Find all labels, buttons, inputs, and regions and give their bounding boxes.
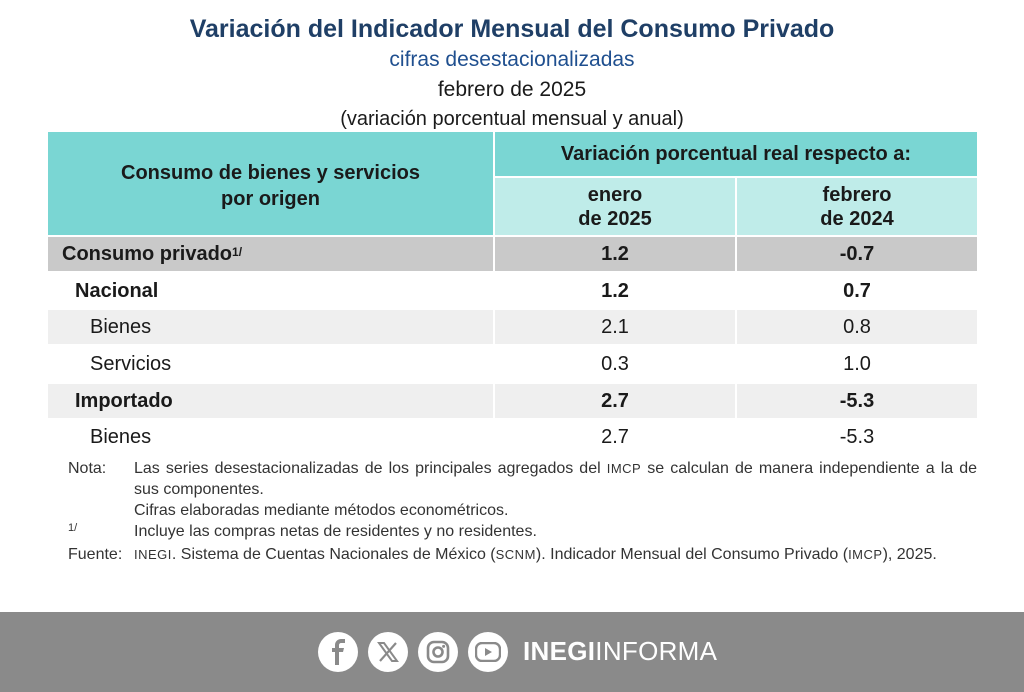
page-subtitle: cifras desestacionalizadas <box>389 48 635 71</box>
note-row: Nota: Las series desestacionalizadas de … <box>68 458 977 500</box>
column-header-month-line2: de 2025 <box>578 207 652 230</box>
note-text-b: se calculan de manera independiente a la… <box>134 460 977 498</box>
source-row: Fuente: INEGI. Sistema de Cuentas Nacion… <box>68 544 977 565</box>
note-label: Nota: <box>68 460 107 477</box>
x-icon[interactable] <box>368 632 408 672</box>
column-header-month-line1: enero <box>587 183 643 206</box>
period-label: febrero de 2025 <box>437 78 587 101</box>
source-text: INEGI. Sistema de Cuentas Nacionales de … <box>134 544 977 565</box>
row-label-text: Consumo privado <box>62 242 233 265</box>
table-row: Nacional 1.2 0.7 <box>48 274 977 308</box>
value-year: -5.3 <box>737 420 977 454</box>
table-row: Bienes 2.7 -5.3 <box>48 420 977 454</box>
row-label: Bienes <box>48 420 493 454</box>
column-header-year: febrero de 2024 <box>737 178 977 235</box>
table-row: Servicios 0.3 1.0 <box>48 347 977 381</box>
unit-note: (variación porcentual mensual y anual) <box>340 108 684 130</box>
value-month: 1.2 <box>495 237 735 271</box>
brand-logo: INEGIINFORMA <box>523 636 717 667</box>
instagram-icon[interactable] <box>418 632 458 672</box>
note-text-a: Las series desestacionalizadas de los pr… <box>134 460 601 477</box>
source-abbr: INEGI <box>134 547 172 562</box>
column-header-year-line1: febrero <box>822 183 892 206</box>
row-header-line2: por origen <box>221 187 320 210</box>
source-text-b: ). Indicador Mensual del Consumo Privado… <box>535 546 849 563</box>
value-year: 0.8 <box>737 310 977 344</box>
source-label: Fuente: <box>68 546 123 563</box>
source-abbr: IMCP <box>848 547 883 562</box>
group-header: Variación porcentual real respecto a: <box>495 132 977 176</box>
source-text-c: ), 2025. <box>882 546 937 563</box>
value-month: 2.1 <box>495 310 735 344</box>
row-label: Nacional <box>48 274 493 308</box>
page-title: Variación del Indicador Mensual del Cons… <box>189 15 835 43</box>
row-label: Servicios <box>48 347 493 381</box>
column-header-year-line2: de 2024 <box>820 207 894 230</box>
row-label: Importado <box>48 384 493 418</box>
row-label: Consumo privado 1/ <box>48 237 493 271</box>
value-month: 2.7 <box>495 420 735 454</box>
note-abbr: IMCP <box>606 461 642 476</box>
footnote-row: 1/ Incluye las compras netas de resident… <box>68 521 977 544</box>
footnote-mark: 1/ <box>68 522 78 534</box>
brand-light: INFORMA <box>595 636 718 666</box>
source-abbr: SCNM <box>495 547 536 562</box>
row-label: Bienes <box>48 310 493 344</box>
footnote-text: Incluye las compras netas de residentes … <box>134 523 537 540</box>
value-month: 1.2 <box>495 274 735 308</box>
note-text: Las series desestacionalizadas de los pr… <box>134 458 977 500</box>
row-header-label: Consumo de bienes y servicios por origen <box>48 132 493 235</box>
value-year: 0.7 <box>737 274 977 308</box>
table-row: Bienes 2.1 0.8 <box>48 310 977 344</box>
data-table: Consumo de bienes y servicios por origen… <box>48 132 977 454</box>
note-method: Cifras elaboradas mediante métodos econo… <box>134 502 509 519</box>
table-row: Importado 2.7 -5.3 <box>48 384 977 418</box>
value-year: -0.7 <box>737 237 977 271</box>
social-icons <box>318 632 508 672</box>
value-month: 0.3 <box>495 347 735 381</box>
footer-bar: INEGIINFORMA <box>0 612 1024 692</box>
row-header-line1: Consumo de bienes y servicios <box>121 161 420 184</box>
facebook-icon[interactable] <box>318 632 358 672</box>
source-text-a: . Sistema de Cuentas Nacionales de Méxic… <box>171 546 496 563</box>
notes-block: Nota: Las series desestacionalizadas de … <box>68 458 977 565</box>
value-month: 2.7 <box>495 384 735 418</box>
note-row: Cifras elaboradas mediante métodos econo… <box>68 500 977 521</box>
table-row: Consumo privado 1/ 1.2 -0.7 <box>48 237 977 271</box>
value-year: 1.0 <box>737 347 977 381</box>
youtube-icon[interactable] <box>468 632 508 672</box>
footnote-ref: 1/ <box>232 245 243 259</box>
column-header-month: enero de 2025 <box>495 178 735 235</box>
value-year: -5.3 <box>737 384 977 418</box>
brand-bold: INEGI <box>523 636 596 666</box>
